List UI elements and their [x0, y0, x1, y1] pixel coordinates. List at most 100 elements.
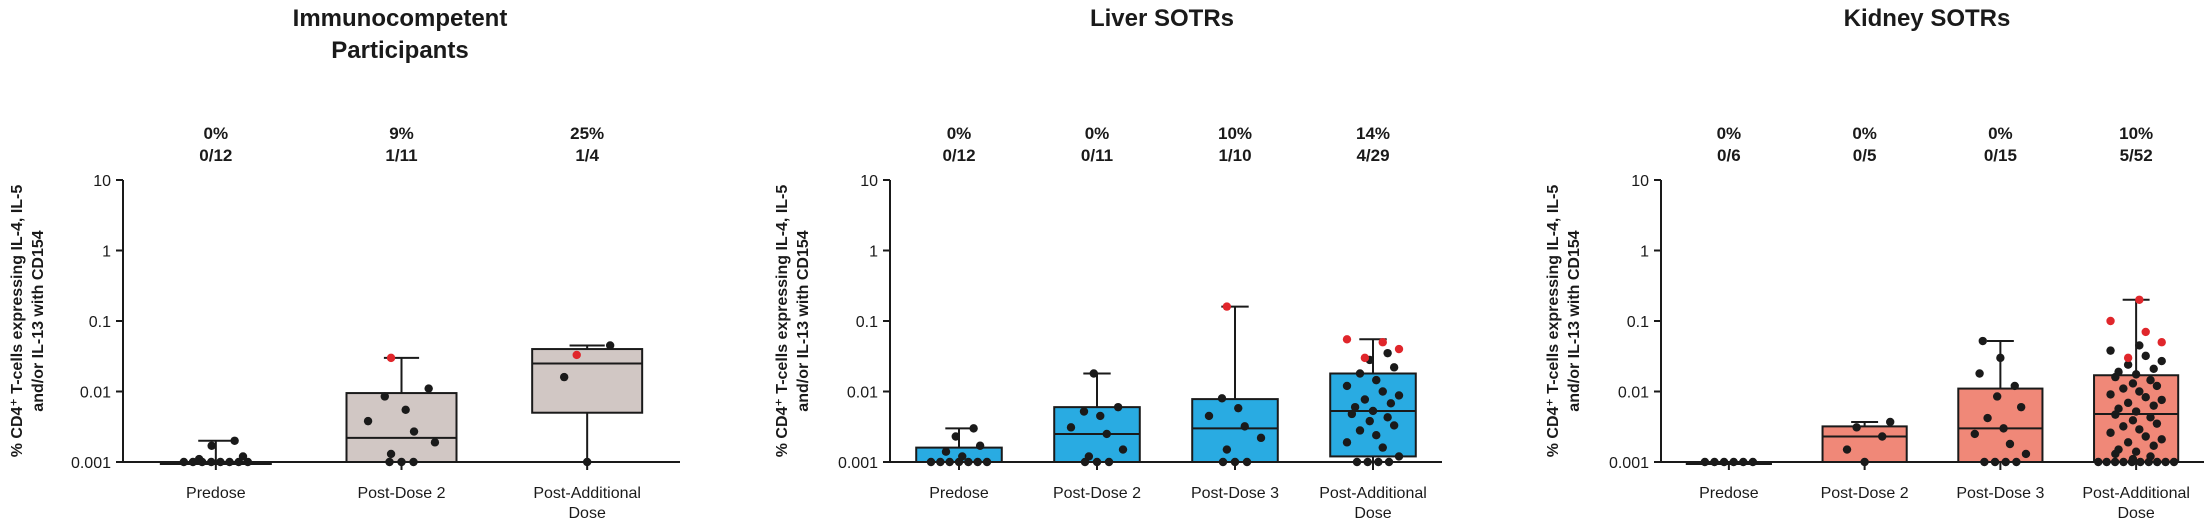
data-point	[1218, 457, 1228, 467]
group-percent: 9%	[389, 124, 414, 143]
group-fraction: 1/11	[385, 146, 417, 165]
y-axis-label-line: % CD4⁺ T-cells expressing IL-4, IL-5	[1545, 185, 1562, 458]
data-point	[1092, 457, 1102, 467]
group-2: 9% 1/11 Post-Dose 2	[345, 124, 458, 502]
data-point	[2161, 457, 2170, 467]
data-point	[2106, 346, 2115, 355]
data-point	[1378, 387, 1387, 396]
data-point	[1886, 417, 1895, 427]
group-fraction: 0/11	[1081, 146, 1113, 165]
data-point	[1242, 457, 1252, 467]
data-point	[2010, 381, 2019, 391]
data-point	[1842, 445, 1852, 454]
data-point	[2149, 364, 2158, 373]
data-point	[1700, 457, 1710, 467]
group-1: 0% 0/12 Predose	[915, 124, 1003, 502]
data-point	[380, 392, 389, 401]
data-point	[1386, 399, 1396, 408]
y-tick-label: 1	[102, 244, 111, 261]
data-point	[230, 436, 239, 445]
data-point	[2128, 379, 2138, 388]
data-point	[2131, 407, 2141, 416]
data-point	[1999, 424, 2008, 433]
data-point	[1389, 421, 1399, 430]
box	[531, 348, 644, 414]
data-point	[1372, 430, 1381, 440]
y-tick-label: 0.1	[856, 314, 878, 331]
group-fraction: 1/10	[1218, 146, 1251, 165]
data-point	[1383, 413, 1392, 422]
group-fraction: 0/12	[942, 146, 975, 165]
data-point	[1852, 423, 1861, 432]
data-point	[1222, 445, 1232, 454]
data-point	[2146, 375, 2155, 385]
data-point	[2152, 457, 2162, 467]
box	[1821, 425, 1908, 464]
data-point	[2157, 356, 2166, 366]
data-point	[1234, 403, 1243, 413]
responder-point	[1394, 344, 1404, 354]
responder-point	[386, 353, 396, 363]
group-fraction: 0/12	[199, 146, 232, 165]
x-tick-label: Predose	[929, 485, 989, 502]
y-tick-label: 0.001	[1609, 455, 1649, 472]
data-point	[1355, 426, 1365, 435]
chart-title: Liver SOTRs	[1090, 5, 1234, 32]
data-point	[207, 457, 216, 467]
data-point	[1992, 392, 2002, 401]
responder-point	[1360, 353, 1370, 363]
data-point	[559, 372, 569, 382]
y-axis-label-line: and/or IL-13 with CD154	[1566, 230, 1583, 411]
y-tick-label: 0.1	[1627, 314, 1649, 331]
data-point	[2012, 457, 2021, 467]
data-point	[1389, 363, 1399, 372]
data-point	[2152, 381, 2162, 391]
group-percent: 25%	[570, 124, 604, 143]
group-1: 0% 0/12 Predose	[159, 124, 272, 502]
data-point	[2123, 398, 2133, 408]
group-percent: 0%	[947, 124, 972, 143]
responder-point	[1222, 302, 1232, 311]
data-point	[1350, 402, 1360, 412]
data-point	[2136, 457, 2145, 467]
data-point	[1394, 452, 1404, 461]
group-percent: 14%	[1356, 124, 1390, 143]
group-percent: 10%	[2119, 124, 2153, 143]
chart-panel-3: Kidney SOTRs % CD4⁺ T-cells expressing IL…	[1545, 5, 2204, 522]
data-point	[1240, 422, 1249, 431]
chart-title: Kidney SOTRs	[1844, 5, 2011, 32]
data-point	[2141, 351, 2150, 361]
data-point	[2128, 416, 2138, 425]
data-point	[2131, 370, 2141, 379]
data-point	[1079, 407, 1089, 416]
data-point	[409, 427, 419, 436]
data-point	[194, 454, 204, 464]
data-point	[1368, 406, 1378, 416]
x-tick-label: Post-Additional	[2082, 485, 2190, 502]
data-point	[1066, 423, 1076, 432]
data-point	[430, 438, 440, 447]
data-point	[2110, 457, 2120, 467]
y-tick-label: 10	[1631, 173, 1649, 190]
x-tick-label: Predose	[186, 485, 246, 502]
data-point	[216, 457, 225, 467]
data-point	[605, 341, 615, 350]
data-point	[1860, 457, 1869, 467]
data-point	[1374, 457, 1383, 467]
data-point	[2114, 404, 2123, 413]
data-point	[2119, 422, 2128, 431]
x-tick-label: Post-Additional	[1319, 485, 1427, 502]
data-point	[1355, 369, 1365, 378]
data-point	[2094, 457, 2103, 467]
data-point	[1739, 457, 1748, 467]
data-point	[1352, 457, 1362, 467]
data-point	[1230, 457, 1240, 467]
group-percent: 0%	[1988, 124, 2013, 143]
data-point	[1384, 457, 1394, 467]
data-point	[2152, 419, 2162, 428]
group-fraction: 5/52	[2120, 146, 2153, 165]
chart-title: Participants	[331, 37, 468, 64]
data-point	[2135, 341, 2144, 350]
data-point	[179, 457, 189, 467]
data-point	[2102, 457, 2111, 467]
